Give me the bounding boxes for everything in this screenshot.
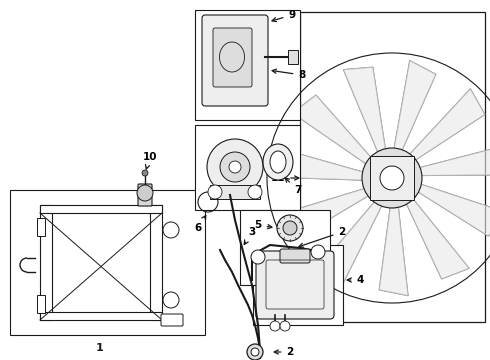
- Bar: [40, 205, 52, 320]
- Bar: [240, 210, 330, 285]
- FancyBboxPatch shape: [161, 314, 183, 326]
- Polygon shape: [402, 89, 485, 166]
- Text: 2: 2: [299, 227, 345, 247]
- Bar: [195, 10, 300, 120]
- Circle shape: [247, 344, 263, 360]
- Text: 8: 8: [272, 69, 306, 80]
- Circle shape: [229, 161, 241, 173]
- Text: 3: 3: [244, 227, 256, 244]
- Circle shape: [251, 250, 265, 264]
- Ellipse shape: [263, 144, 293, 180]
- Bar: [195, 125, 300, 210]
- Bar: [37, 295, 45, 313]
- Bar: [288, 50, 298, 64]
- Circle shape: [163, 292, 179, 308]
- Text: 7: 7: [285, 178, 302, 195]
- Bar: [300, 12, 485, 322]
- FancyBboxPatch shape: [138, 184, 152, 206]
- Bar: [40, 312, 162, 320]
- Polygon shape: [293, 95, 379, 171]
- Bar: [150, 205, 162, 320]
- Circle shape: [163, 222, 179, 238]
- Circle shape: [283, 221, 297, 235]
- Bar: [10, 190, 205, 335]
- Bar: [253, 245, 343, 325]
- Text: 1: 1: [96, 343, 104, 353]
- Polygon shape: [343, 67, 387, 163]
- Circle shape: [280, 321, 290, 331]
- Text: 9: 9: [272, 10, 295, 22]
- Bar: [370, 156, 414, 200]
- Bar: [40, 205, 162, 213]
- Circle shape: [277, 215, 303, 241]
- Circle shape: [137, 185, 153, 201]
- Bar: [37, 218, 45, 236]
- Text: 4: 4: [347, 275, 364, 285]
- Ellipse shape: [270, 151, 286, 173]
- Polygon shape: [273, 149, 374, 181]
- Circle shape: [380, 166, 404, 190]
- Polygon shape: [285, 185, 378, 242]
- Text: 6: 6: [195, 216, 206, 233]
- FancyBboxPatch shape: [202, 15, 268, 106]
- Text: 5: 5: [254, 220, 272, 230]
- Circle shape: [248, 185, 262, 199]
- Text: 10: 10: [143, 152, 157, 169]
- Circle shape: [251, 348, 259, 356]
- Polygon shape: [408, 181, 490, 236]
- Bar: [210, 185, 260, 199]
- Polygon shape: [401, 190, 469, 279]
- Polygon shape: [379, 195, 408, 296]
- Text: 11: 11: [271, 173, 299, 183]
- Circle shape: [220, 152, 250, 182]
- Polygon shape: [408, 145, 490, 176]
- Circle shape: [208, 185, 222, 199]
- Circle shape: [311, 245, 325, 259]
- FancyBboxPatch shape: [280, 249, 310, 263]
- Text: 2: 2: [274, 347, 294, 357]
- FancyBboxPatch shape: [213, 28, 252, 87]
- Circle shape: [270, 321, 280, 331]
- Circle shape: [362, 148, 422, 208]
- Circle shape: [142, 170, 148, 176]
- FancyBboxPatch shape: [256, 251, 334, 319]
- Circle shape: [207, 139, 263, 195]
- Polygon shape: [392, 60, 436, 161]
- Polygon shape: [321, 193, 387, 286]
